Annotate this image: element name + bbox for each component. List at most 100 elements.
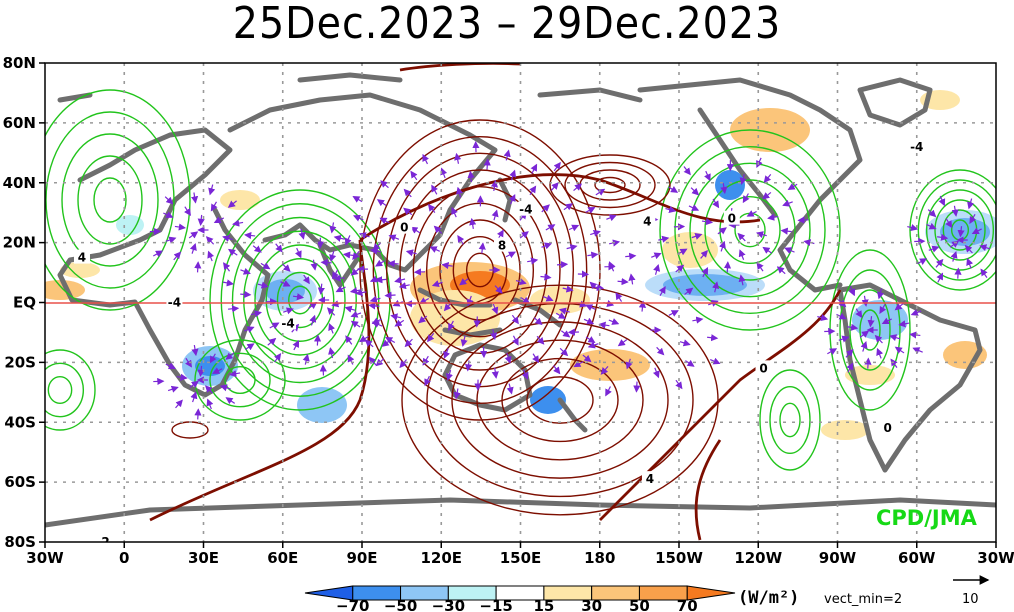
wind-vector	[701, 266, 709, 278]
wind-vector	[861, 295, 869, 307]
legend-tick-label: 50	[629, 597, 650, 612]
wind-vector	[260, 262, 271, 270]
legend-tick-label: −50	[384, 597, 417, 612]
wind-vector	[558, 307, 570, 315]
wind-vector	[767, 213, 779, 221]
wind-vector	[568, 224, 580, 232]
wind-vector	[369, 275, 381, 283]
lon-label: 120W	[734, 549, 782, 567]
wind-vector	[617, 277, 629, 286]
wind-vector	[424, 375, 431, 387]
contour-label: -4	[168, 296, 181, 310]
wind-vector	[817, 314, 829, 322]
negative-contour	[779, 402, 801, 438]
wind-vector	[917, 258, 928, 265]
wind-vector	[590, 229, 601, 237]
wind-vector	[709, 357, 721, 365]
wind-vector	[971, 227, 982, 235]
wind-vector	[384, 291, 396, 299]
wind-vector	[582, 354, 592, 363]
wind-vector	[244, 231, 256, 240]
wind-vector	[185, 357, 192, 368]
wind-vector	[889, 334, 901, 342]
wind-vector	[227, 200, 237, 208]
wind-vector	[443, 348, 451, 359]
wind-vector	[223, 262, 231, 272]
wind-vector	[979, 244, 991, 252]
wind-vector	[302, 353, 310, 365]
wind-vector	[763, 173, 772, 184]
wind-vector	[333, 234, 345, 242]
wind-vector	[712, 281, 720, 293]
wind-vector	[859, 330, 870, 338]
wind-vector	[527, 257, 539, 265]
contour-label-bg	[755, 360, 772, 375]
wind-vector	[355, 288, 367, 297]
negative-contour	[194, 339, 286, 421]
wind-vector	[685, 359, 695, 367]
wind-vector	[838, 335, 850, 343]
wind-vector	[387, 260, 399, 268]
wind-vector	[864, 357, 872, 369]
wind-vector	[232, 219, 244, 227]
wind-vector	[418, 315, 428, 324]
legend-tick-label: 15	[533, 597, 554, 612]
wind-vector	[446, 369, 453, 381]
wind-vector	[606, 214, 617, 222]
lat-label: 60N	[3, 114, 36, 132]
contour-label: 4	[78, 251, 86, 265]
wind-vector	[787, 183, 798, 191]
wind-vector	[222, 235, 234, 242]
legend-units: (W/m²)	[738, 588, 800, 608]
contour-label-bg	[908, 138, 925, 153]
negative-contour	[265, 258, 335, 342]
wind-vector	[213, 216, 225, 223]
wind-vector	[595, 188, 606, 196]
wind-vector	[454, 152, 462, 164]
wind-vector	[173, 251, 182, 261]
positive-contour	[476, 339, 644, 461]
wind-vector	[451, 206, 458, 218]
wind-vector	[314, 334, 322, 346]
wind-vector	[228, 305, 240, 313]
wind-vector	[605, 386, 612, 397]
wind-vector	[563, 203, 573, 211]
wind-vector	[280, 280, 291, 287]
wind-vector	[860, 340, 868, 352]
wind-vector	[909, 331, 921, 339]
wind-vector	[225, 397, 236, 405]
wind-vector	[755, 231, 767, 239]
wind-vector	[658, 235, 670, 243]
wind-vector	[191, 344, 199, 357]
contour-label: 0	[400, 221, 408, 235]
wind-vector	[240, 290, 252, 298]
wind-vector	[310, 259, 318, 271]
lon-label: 150E	[500, 549, 542, 567]
wind-vector	[776, 266, 786, 275]
negative-contour	[224, 365, 256, 395]
wind-vector	[762, 191, 772, 200]
negative-contour	[689, 162, 811, 298]
wind-vector	[957, 226, 965, 238]
wind-vector	[164, 196, 174, 205]
lon-label: 90W	[819, 549, 857, 567]
contour-label-bg	[517, 201, 534, 216]
wind-vector	[894, 302, 904, 311]
wind-vector	[329, 222, 337, 234]
wind-vector	[704, 170, 711, 182]
longitude-axis: 30W 0 30E 60E 90E 120E 150E 180 150W 120W 90W 60W 30…	[26, 542, 1014, 567]
wind-vector	[456, 186, 463, 198]
lon-label: 60E	[267, 549, 298, 567]
wind-vector	[429, 246, 441, 253]
contour-label: 0	[884, 421, 892, 435]
wind-vector	[208, 184, 216, 196]
positive-contour	[501, 357, 619, 443]
wind-vector	[585, 304, 596, 311]
wind-vector	[712, 198, 720, 209]
wind-vector	[427, 203, 436, 213]
wind-vector	[938, 195, 946, 207]
contour-label-bg	[723, 210, 740, 225]
wind-vector	[573, 183, 583, 192]
negative-contour	[254, 244, 346, 356]
wind-vector	[358, 335, 369, 343]
